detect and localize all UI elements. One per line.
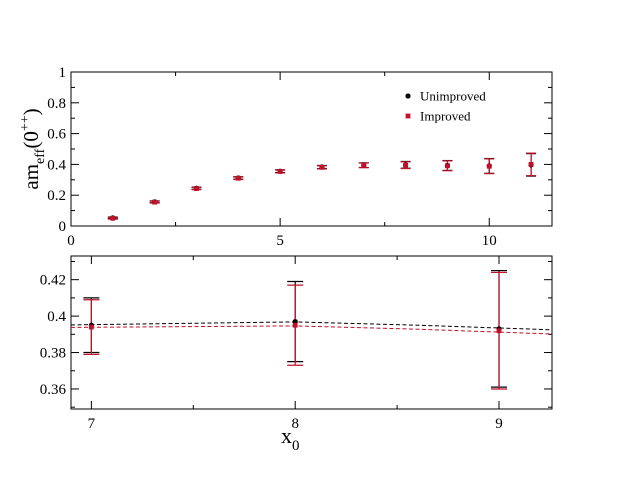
bottom-panel-y-tick-label: 0.4 [47, 309, 66, 325]
top-panel-point-improved [445, 163, 450, 169]
top-panel-point-improved [528, 162, 534, 167]
top-panel-point-improved [319, 164, 325, 170]
top-panel-legend: Unimproved Improved [405, 89, 486, 124]
top-panel-point-improved [486, 163, 492, 169]
bottom-panel-fit-line-improved [71, 325, 552, 335]
top-panel: 0 5 10 0 0.2 0.4 0.6 0.8 1 Unimproved Improved amef… [18, 65, 553, 249]
top-panel-y-tick-label: 0.4 [47, 157, 66, 173]
bottom-panel-x-axis-title-main: x [281, 423, 292, 448]
top-panel-y-axis-title-paren: (0 [19, 131, 43, 149]
top-panel-point-improved [361, 162, 367, 168]
bottom-panel-x-axis-title: x0 [281, 423, 300, 454]
top-panel-x-tick-label: 5 [276, 233, 284, 249]
top-panel-point-improved [194, 186, 199, 191]
top-panel-x-tick-label: 0 [67, 233, 75, 249]
bottom-panel-x-axis-title-sub: 0 [292, 438, 300, 454]
top-panel-legend-label: Improved [420, 109, 471, 124]
top-panel-y-axis-title-close: ) [19, 108, 43, 115]
bottom-panel-point-improved [292, 322, 298, 328]
bottom-panel-y-tick-label: 0.38 [40, 346, 66, 362]
bottom-panel-x-tick-label: 9 [495, 416, 503, 432]
top-panel-point-improved [403, 162, 409, 168]
bottom-panel-point-improved [496, 328, 502, 334]
top-panel-y-tick-label: 0 [59, 219, 67, 235]
bottom-panel-y-tick-label: 0.36 [40, 382, 67, 398]
top-panel-y-tick-label: 0.6 [47, 127, 66, 143]
top-panel-y-axis-title-sup: ++ [18, 115, 33, 131]
top-panel-y-axis-title-sub: eff [33, 148, 48, 164]
top-panel-x-tick-label: 10 [482, 233, 497, 249]
top-panel-y-axis-title: ameff(0++) [18, 108, 48, 189]
top-panel-legend-marker [405, 113, 411, 119]
bottom-panel: 7 8 9 0.36 0.38 0.4 0.42 x0 [40, 255, 553, 454]
top-panel-point-improved [110, 215, 116, 221]
bottom-panel-x-tick-label: 8 [291, 416, 299, 432]
top-panel-y-tick-label: 1 [59, 65, 67, 81]
bottom-panel-x-tick-label: 7 [88, 416, 96, 432]
top-panel-point-improved [277, 169, 283, 174]
top-panel-y-axis-title-main: am [19, 164, 43, 190]
top-panel-point-improved [235, 175, 241, 181]
bottom-panel-fit-line-unimproved [71, 321, 552, 331]
bottom-panel-point-improved [88, 324, 94, 330]
bottom-panel-frame [70, 255, 553, 410]
top-panel-legend-label: Unimproved [420, 89, 486, 104]
top-panel-legend-marker [405, 93, 411, 99]
top-panel-y-tick-label: 0.2 [47, 188, 66, 204]
top-panel-y-tick-label: 0.8 [47, 96, 66, 112]
bottom-panel-y-tick-label: 0.42 [40, 273, 66, 289]
top-panel-point-improved [152, 199, 158, 205]
